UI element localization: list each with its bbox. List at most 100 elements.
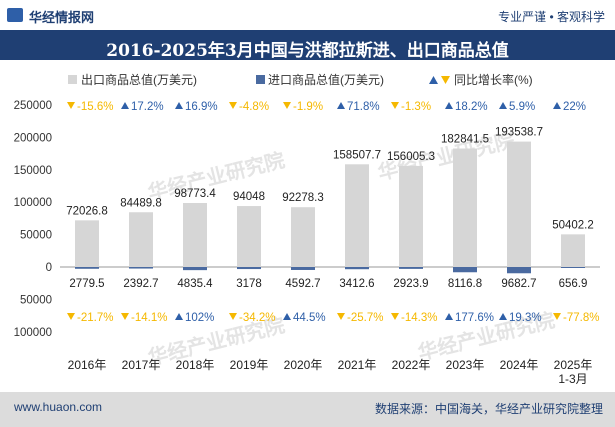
export-growth-label: -1.9% bbox=[293, 101, 323, 113]
import-down-arrow-icon bbox=[391, 313, 399, 320]
data-label-import: 2923.9 bbox=[393, 278, 428, 290]
x-category-label: 2019年 bbox=[230, 358, 269, 372]
footer-bar bbox=[0, 392, 615, 427]
brand-name: 华经情报网 bbox=[29, 10, 95, 25]
huajing-logo-icon bbox=[7, 8, 23, 22]
bar-import bbox=[561, 267, 585, 268]
y-tick-label: 150000 bbox=[14, 165, 52, 177]
x-category-label: 2017年 bbox=[122, 358, 161, 372]
import-down-arrow-icon bbox=[229, 313, 237, 320]
legend-up-arrow-icon bbox=[429, 76, 438, 84]
export-growth-label: -4.8% bbox=[239, 101, 269, 113]
slogan: 专业严谨 • 客观科学 bbox=[498, 10, 605, 24]
bar-export bbox=[291, 207, 315, 267]
data-label-export: 193538.7 bbox=[495, 127, 543, 139]
bar-export bbox=[75, 220, 99, 267]
legend-down-arrow-icon bbox=[441, 76, 450, 84]
export-growth-label: 71.8% bbox=[347, 101, 380, 113]
y-tick-label: 100000 bbox=[14, 327, 52, 339]
export-up-arrow-icon bbox=[553, 102, 561, 109]
export-growth-label: -1.3% bbox=[401, 101, 431, 113]
x-category-label: 2018年 bbox=[176, 358, 215, 372]
import-growth-label: -25.7% bbox=[347, 312, 383, 324]
data-label-import: 656.9 bbox=[559, 278, 588, 290]
export-up-arrow-icon bbox=[499, 102, 507, 109]
bar-export bbox=[345, 164, 369, 267]
export-growth-label: 18.2% bbox=[455, 101, 488, 113]
import-up-arrow-icon bbox=[499, 313, 507, 320]
import-down-arrow-icon bbox=[67, 313, 75, 320]
bar-import bbox=[345, 267, 369, 270]
bar-import bbox=[75, 267, 99, 269]
footer-source: 数据来源：中国海关，华经产业研究院整理 bbox=[374, 402, 603, 416]
bar-export bbox=[129, 212, 153, 267]
title-bar bbox=[0, 30, 615, 60]
import-growth-label: -21.7% bbox=[77, 312, 113, 324]
bar-export bbox=[237, 206, 261, 267]
data-label-export: 158507.7 bbox=[333, 149, 381, 161]
import-growth-label: 102% bbox=[185, 312, 214, 324]
bar-export bbox=[399, 165, 423, 267]
bar-import bbox=[399, 267, 423, 269]
data-label-export: 72026.8 bbox=[66, 205, 108, 217]
export-down-arrow-icon bbox=[283, 102, 291, 109]
export-growth-label: 5.9% bbox=[509, 101, 535, 113]
x-category-label: 2023年 bbox=[446, 358, 485, 372]
data-label-import: 3412.6 bbox=[339, 278, 374, 290]
import-growth-label: -14.1% bbox=[131, 312, 167, 324]
export-growth-label: 16.9% bbox=[185, 101, 218, 113]
y-tick-label: 50000 bbox=[20, 230, 52, 242]
export-growth-label: -15.6% bbox=[77, 101, 113, 113]
import-down-arrow-icon bbox=[553, 313, 561, 320]
export-down-arrow-icon bbox=[229, 102, 237, 109]
bar-import bbox=[129, 267, 153, 269]
import-growth-label: 177.6% bbox=[455, 312, 494, 324]
legend-label-export: 出口商品总值(万美元) bbox=[81, 72, 197, 87]
bar-import bbox=[453, 267, 477, 273]
bar-import bbox=[183, 267, 207, 271]
export-up-arrow-icon bbox=[445, 102, 453, 109]
import-growth-label: -34.2% bbox=[239, 312, 275, 324]
top-bar: 华经情报网 专业严谨 • 客观科学 bbox=[0, 0, 615, 30]
data-label-export: 84489.8 bbox=[120, 197, 162, 209]
import-growth-label: 44.5% bbox=[293, 312, 326, 324]
import-down-arrow-icon bbox=[121, 313, 129, 320]
x-category-label: 2024年 bbox=[500, 358, 539, 372]
footer-website[interactable]: www.huaon.com bbox=[14, 400, 103, 414]
y-tick-label: 250000 bbox=[14, 100, 52, 112]
legend-label-growth: 同比增长率(%) bbox=[454, 72, 533, 87]
bar-import bbox=[237, 267, 261, 270]
y-tick-label: 0 bbox=[46, 262, 52, 274]
bar-import bbox=[507, 267, 531, 274]
import-up-arrow-icon bbox=[283, 313, 291, 320]
bar-export bbox=[183, 202, 207, 267]
x-category-label: 1-3月 bbox=[558, 372, 587, 386]
export-growth-label: 22% bbox=[563, 101, 586, 113]
legend-swatch-export bbox=[68, 75, 77, 84]
import-up-arrow-icon bbox=[445, 313, 453, 320]
export-up-arrow-icon bbox=[337, 102, 345, 109]
export-down-arrow-icon bbox=[67, 102, 75, 109]
y-tick-label: 100000 bbox=[14, 197, 52, 209]
data-label-import: 9682.7 bbox=[501, 278, 536, 290]
y-tick-label: 50000 bbox=[20, 294, 52, 306]
export-up-arrow-icon bbox=[175, 102, 183, 109]
import-down-arrow-icon bbox=[337, 313, 345, 320]
x-category-label: 2016年 bbox=[68, 358, 107, 372]
bar-export bbox=[561, 234, 585, 267]
legend-swatch-import bbox=[256, 75, 265, 84]
export-up-arrow-icon bbox=[121, 102, 129, 109]
data-label-export: 98773.4 bbox=[174, 188, 216, 200]
x-category-label: 2025年 bbox=[554, 358, 593, 372]
x-category-label: 2021年 bbox=[338, 358, 377, 372]
data-label-export: 182841.5 bbox=[441, 134, 489, 146]
data-label-export: 50402.2 bbox=[552, 219, 594, 231]
data-label-import: 4592.7 bbox=[285, 278, 320, 290]
data-label-import: 4835.4 bbox=[177, 278, 213, 290]
legend-label-import: 进口商品总值(万美元) bbox=[268, 72, 384, 87]
data-label-import: 2779.5 bbox=[69, 278, 104, 290]
import-growth-label: 19.3% bbox=[509, 312, 542, 324]
data-label-import: 3178 bbox=[236, 278, 262, 290]
chart-title: 2016-2025年3月中国与洪都拉斯进、出口商品总值 bbox=[106, 41, 509, 61]
